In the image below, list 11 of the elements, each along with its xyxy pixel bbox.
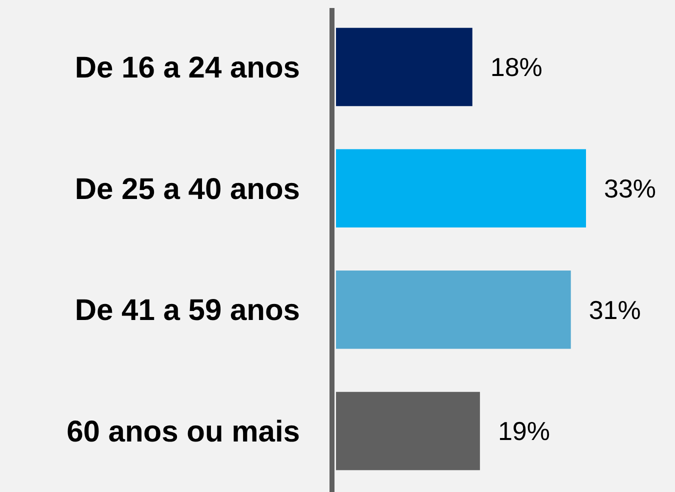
data-label: 33% bbox=[604, 173, 656, 204]
y-tick-label: De 16 a 24 anos bbox=[74, 51, 300, 84]
bar bbox=[336, 28, 472, 106]
data-label: 18% bbox=[490, 52, 542, 82]
data-label: 19% bbox=[498, 416, 550, 446]
bar bbox=[336, 270, 571, 349]
y-tick-label: De 25 a 40 anos bbox=[74, 172, 300, 206]
data-label: 31% bbox=[588, 294, 641, 325]
y-tick-label: 60 anos ou mais bbox=[66, 416, 300, 449]
bar bbox=[336, 149, 586, 228]
y-tick-label: De 41 a 59 anos bbox=[74, 294, 300, 328]
